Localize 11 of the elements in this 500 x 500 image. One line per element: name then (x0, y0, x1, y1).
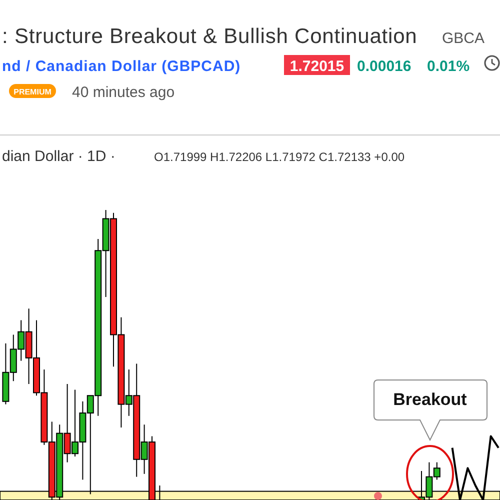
chart-subtitle: nd / Canadian Dollar (GBPCAD) (2, 58, 241, 75)
text: PREMIUM (14, 88, 52, 96)
text: O1.71999 H1.72206 L1.71972 C1.72133 +0.00 (154, 150, 405, 164)
text: dian Dollar · 1D · (2, 148, 116, 165)
text: GBCA (442, 30, 485, 47)
text: 1.72015 (290, 58, 344, 75)
text: 0.00016 (357, 58, 412, 75)
text: 0.01% (427, 58, 470, 75)
text: 40 minutes ago (72, 84, 175, 101)
annotation: Breakout (393, 390, 468, 409)
chart-title: : Structure Breakout & Bullish Continuation (2, 25, 418, 48)
